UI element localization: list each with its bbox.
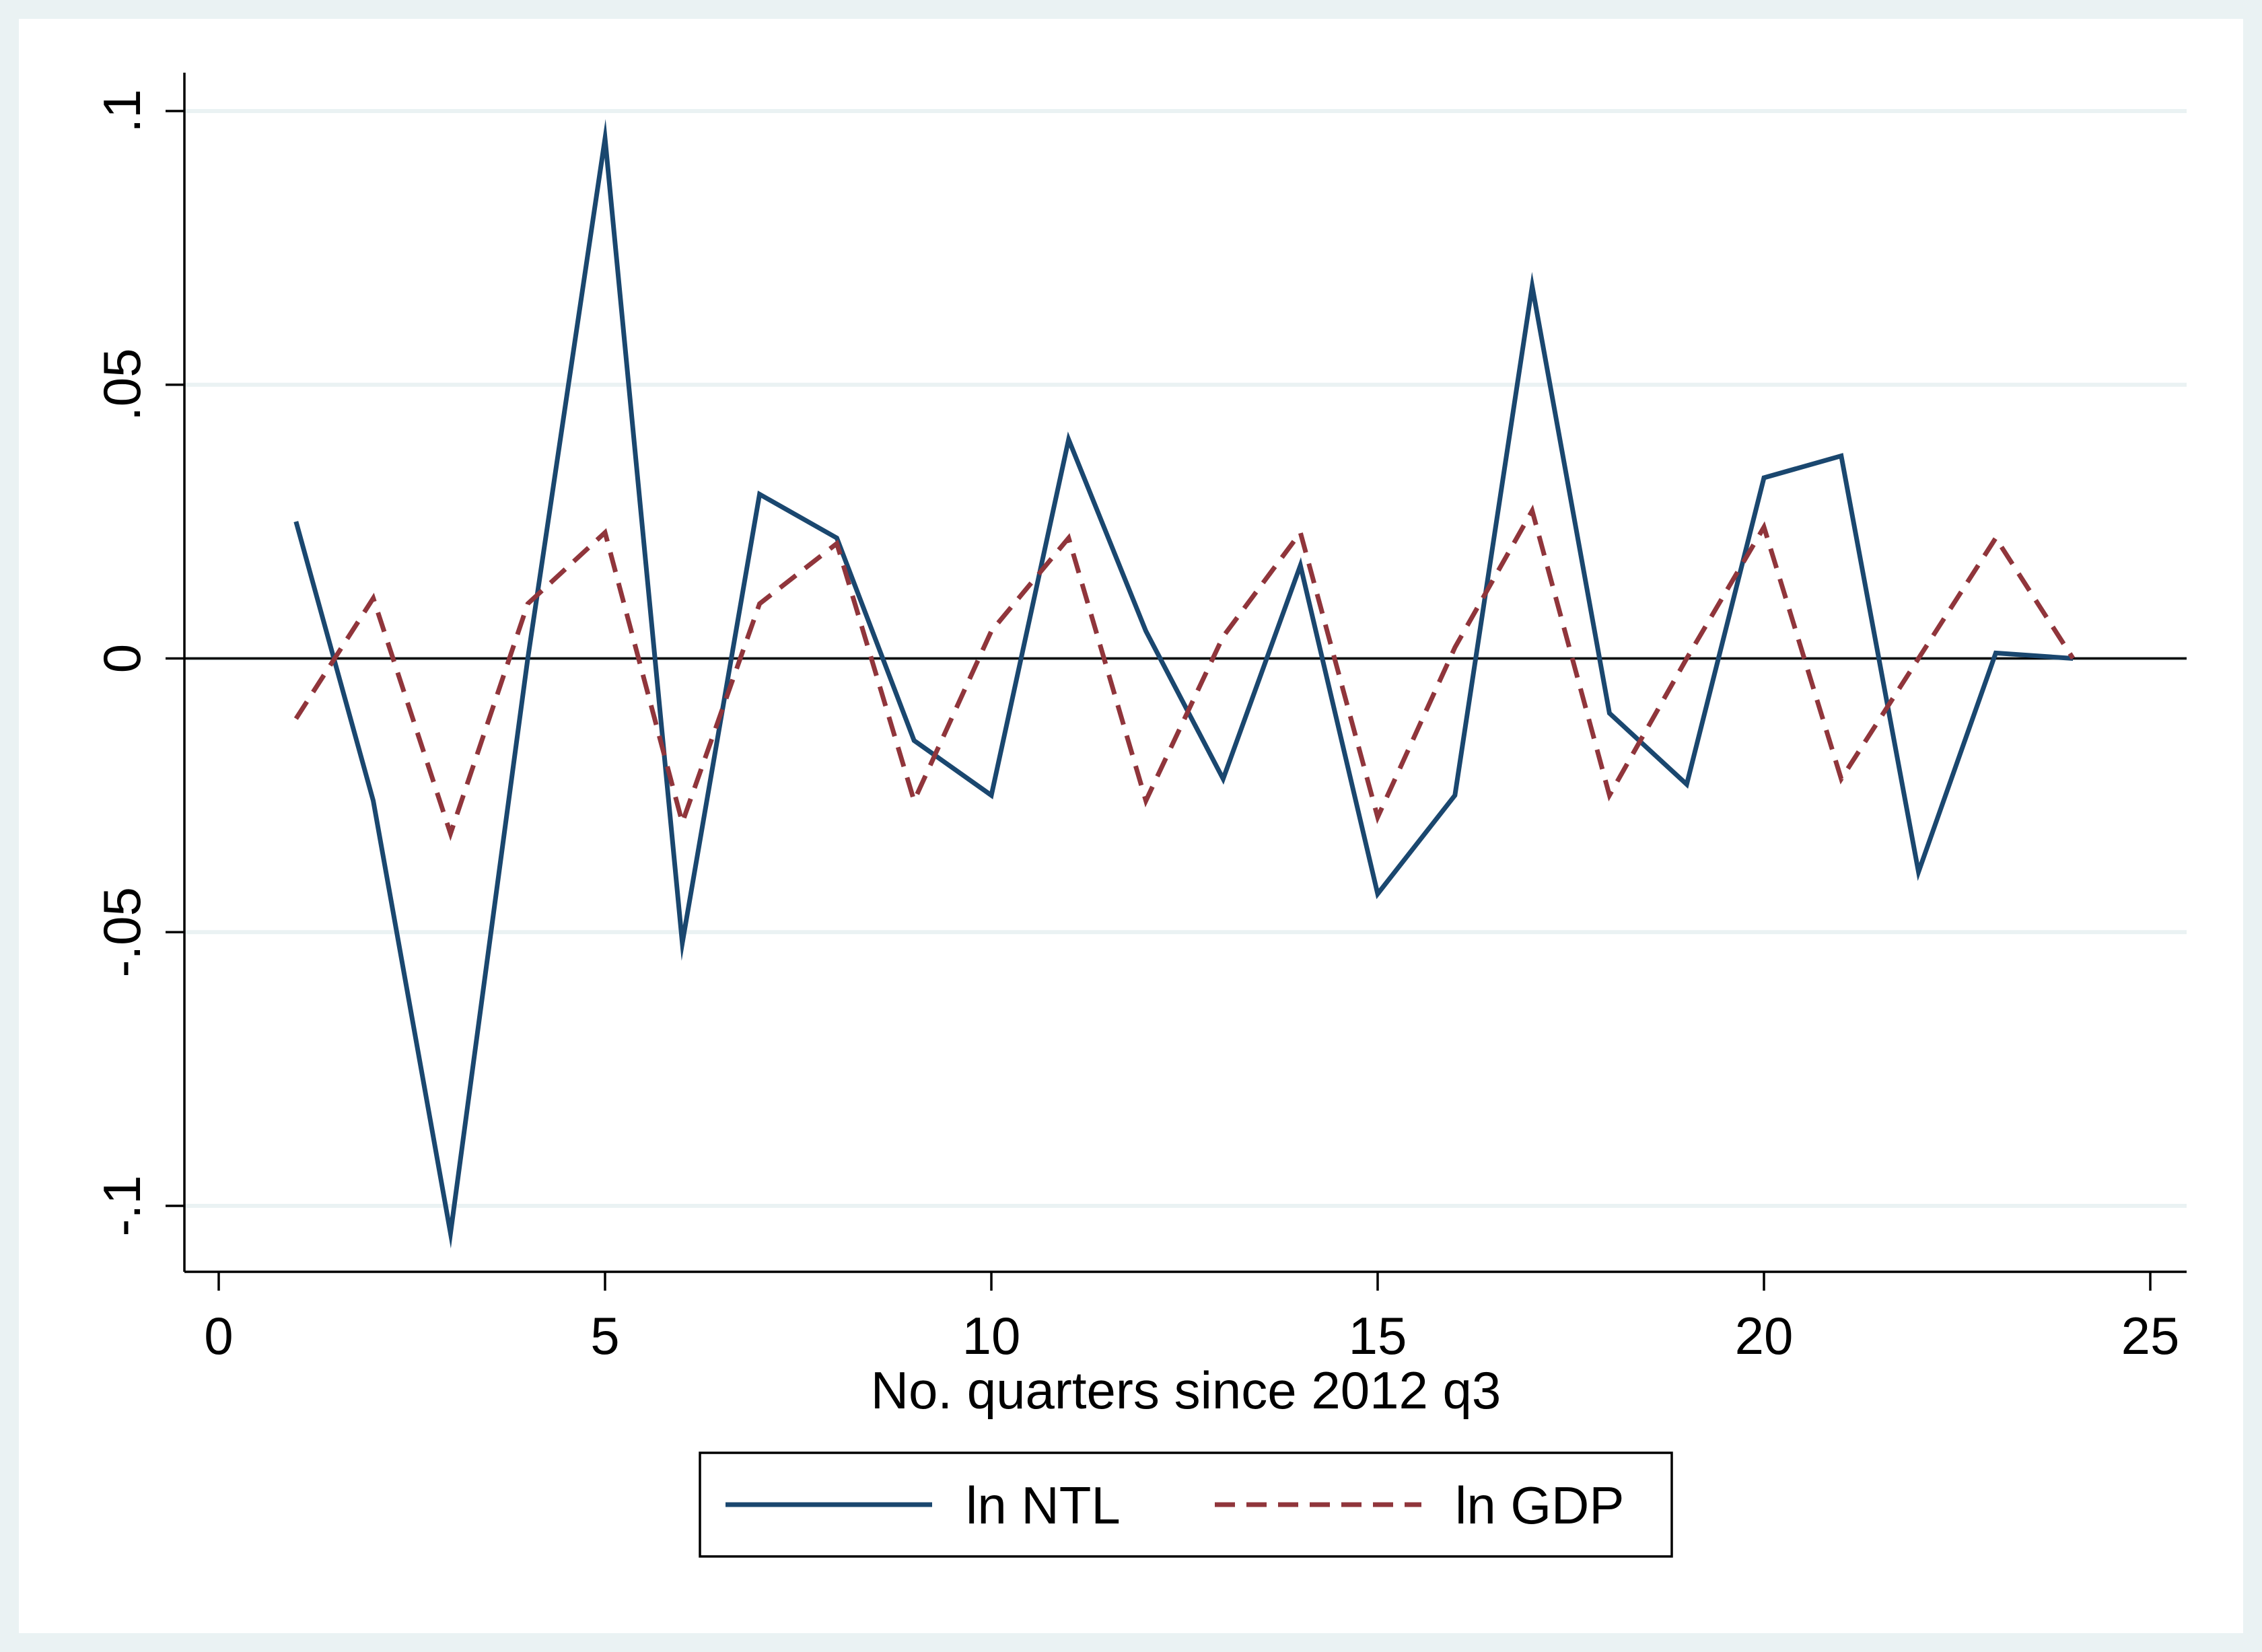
x-tick-label: 25 <box>2121 1306 2180 1365</box>
y-tick-label: -.05 <box>92 887 151 977</box>
plot-area <box>19 19 2243 1633</box>
legend-label: ln NTL <box>966 1476 1121 1535</box>
series-lines <box>293 118 2076 1249</box>
x-axis-title: No. quarters since 2012 q3 <box>871 1361 1501 1420</box>
x-tick-label: 15 <box>1349 1306 1407 1365</box>
x-tick-label: 20 <box>1735 1306 1794 1365</box>
x-tick-label: 10 <box>962 1306 1021 1365</box>
series-line-ln-gdp <box>293 504 2076 841</box>
y-tick-label: 0 <box>92 644 151 673</box>
y-tick-label: .05 <box>92 348 151 421</box>
y-axis-ticks: -.1 -.05 0 .05 .1 <box>92 89 184 1237</box>
y-tick-label: -.1 <box>92 1175 151 1236</box>
y-tick-label: .1 <box>92 89 151 133</box>
legend-label: ln GDP <box>1455 1476 1624 1535</box>
series-line-ln-ntl <box>293 118 2074 1249</box>
x-axis-ticks: 0 5 10 15 20 25 <box>204 1272 2179 1365</box>
axes <box>183 73 2187 1273</box>
legend: ln NTL ln GDP <box>699 1451 1673 1558</box>
x-tick-label: 0 <box>204 1306 233 1365</box>
x-tick-label: 5 <box>590 1306 619 1365</box>
